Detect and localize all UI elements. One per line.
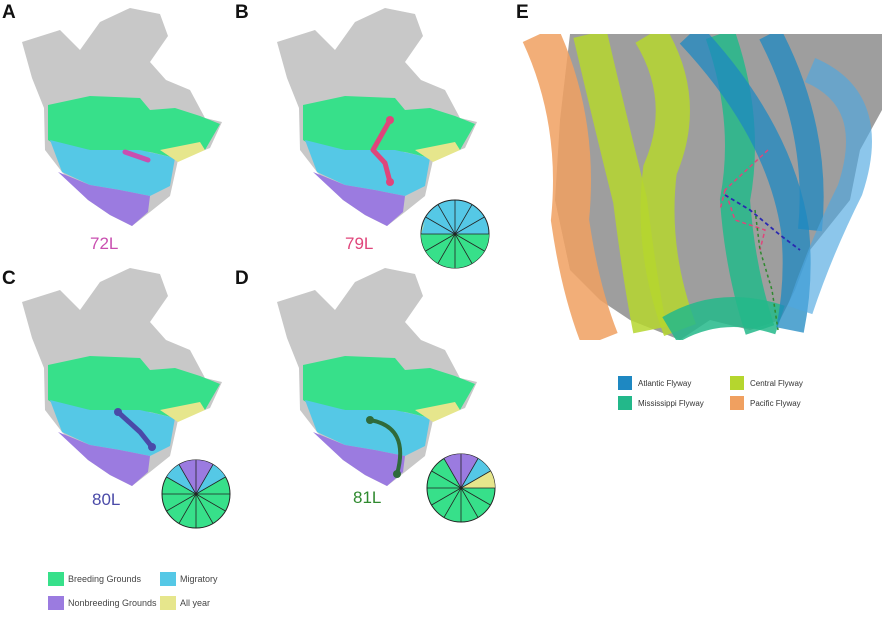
legend-central-swatch (730, 376, 744, 390)
panel-c-letter: C (2, 268, 16, 289)
legend-allyear: All year (160, 596, 210, 610)
panel-e-flyway-map (520, 34, 882, 340)
panel-a: A 72L (0, 0, 240, 253)
central-flyway-band-east (635, 34, 696, 336)
panel-a-map (22, 8, 222, 226)
atlantic-flyway-band-central (759, 34, 824, 232)
legend-nonbreeding-swatch (48, 596, 64, 610)
panel-a-bird-label: 72L (90, 234, 119, 253)
legend-pacific: Pacific Flyway (730, 396, 801, 410)
gulf-coast-band (662, 297, 785, 340)
panel-e: E (510, 0, 886, 420)
panel-b-letter: B (235, 2, 249, 23)
panel-c-map (22, 268, 231, 529)
legend-breeding: Breeding Grounds (48, 572, 141, 586)
track-79l (719, 149, 769, 251)
panel-c: C 80L (0, 262, 240, 532)
legend-breeding-swatch (48, 572, 64, 586)
legend-mississippi: Mississippi Flyway (618, 396, 704, 410)
panel-d-letter: D (235, 268, 249, 289)
legend-allyear-swatch (160, 596, 176, 610)
panel-b-bird-label: 79L (345, 234, 374, 253)
panel-d-track (368, 418, 403, 476)
panel-c-rose-chart (161, 459, 231, 529)
panel-a-track (122, 149, 151, 163)
legend-central: Central Flyway (730, 376, 803, 390)
flyway-legend: Atlantic Flyway Central Flyway Mississip… (616, 372, 856, 422)
panel-b: B 79L (235, 0, 495, 269)
panel-a-letter: A (2, 2, 16, 23)
panel-d-rose-chart (426, 453, 496, 523)
panel-e-letter: E (516, 2, 529, 23)
legend-atlantic-swatch (618, 376, 632, 390)
pacific-flyway-band (522, 34, 618, 340)
legend-migratory: Migratory (160, 572, 218, 586)
legend-migratory-swatch (160, 572, 176, 586)
track-81l (754, 209, 779, 331)
panel-b-track (370, 117, 393, 185)
panel-b-rose-chart (420, 199, 490, 269)
panel-d-map (277, 268, 496, 523)
legend-pacific-swatch (730, 396, 744, 410)
central-flyway-band-west (573, 34, 667, 334)
panel-c-bird-label: 80L (92, 490, 121, 509)
legend-nonbreeding: Nonbreeding Grounds (48, 596, 157, 610)
range-legend: Breeding Grounds Migratory Nonbreeding G… (0, 560, 300, 620)
track-80l (724, 194, 801, 251)
legend-mississippi-swatch (618, 396, 632, 410)
panel-d-bird-label: 81L (353, 488, 382, 507)
atlantic-flyway-band-coast (787, 58, 872, 315)
panel-d: D 81L (235, 262, 505, 532)
legend-atlantic: Atlantic Flyway (618, 376, 691, 390)
panel-c-track (115, 409, 155, 450)
panel-b-map (277, 8, 490, 269)
